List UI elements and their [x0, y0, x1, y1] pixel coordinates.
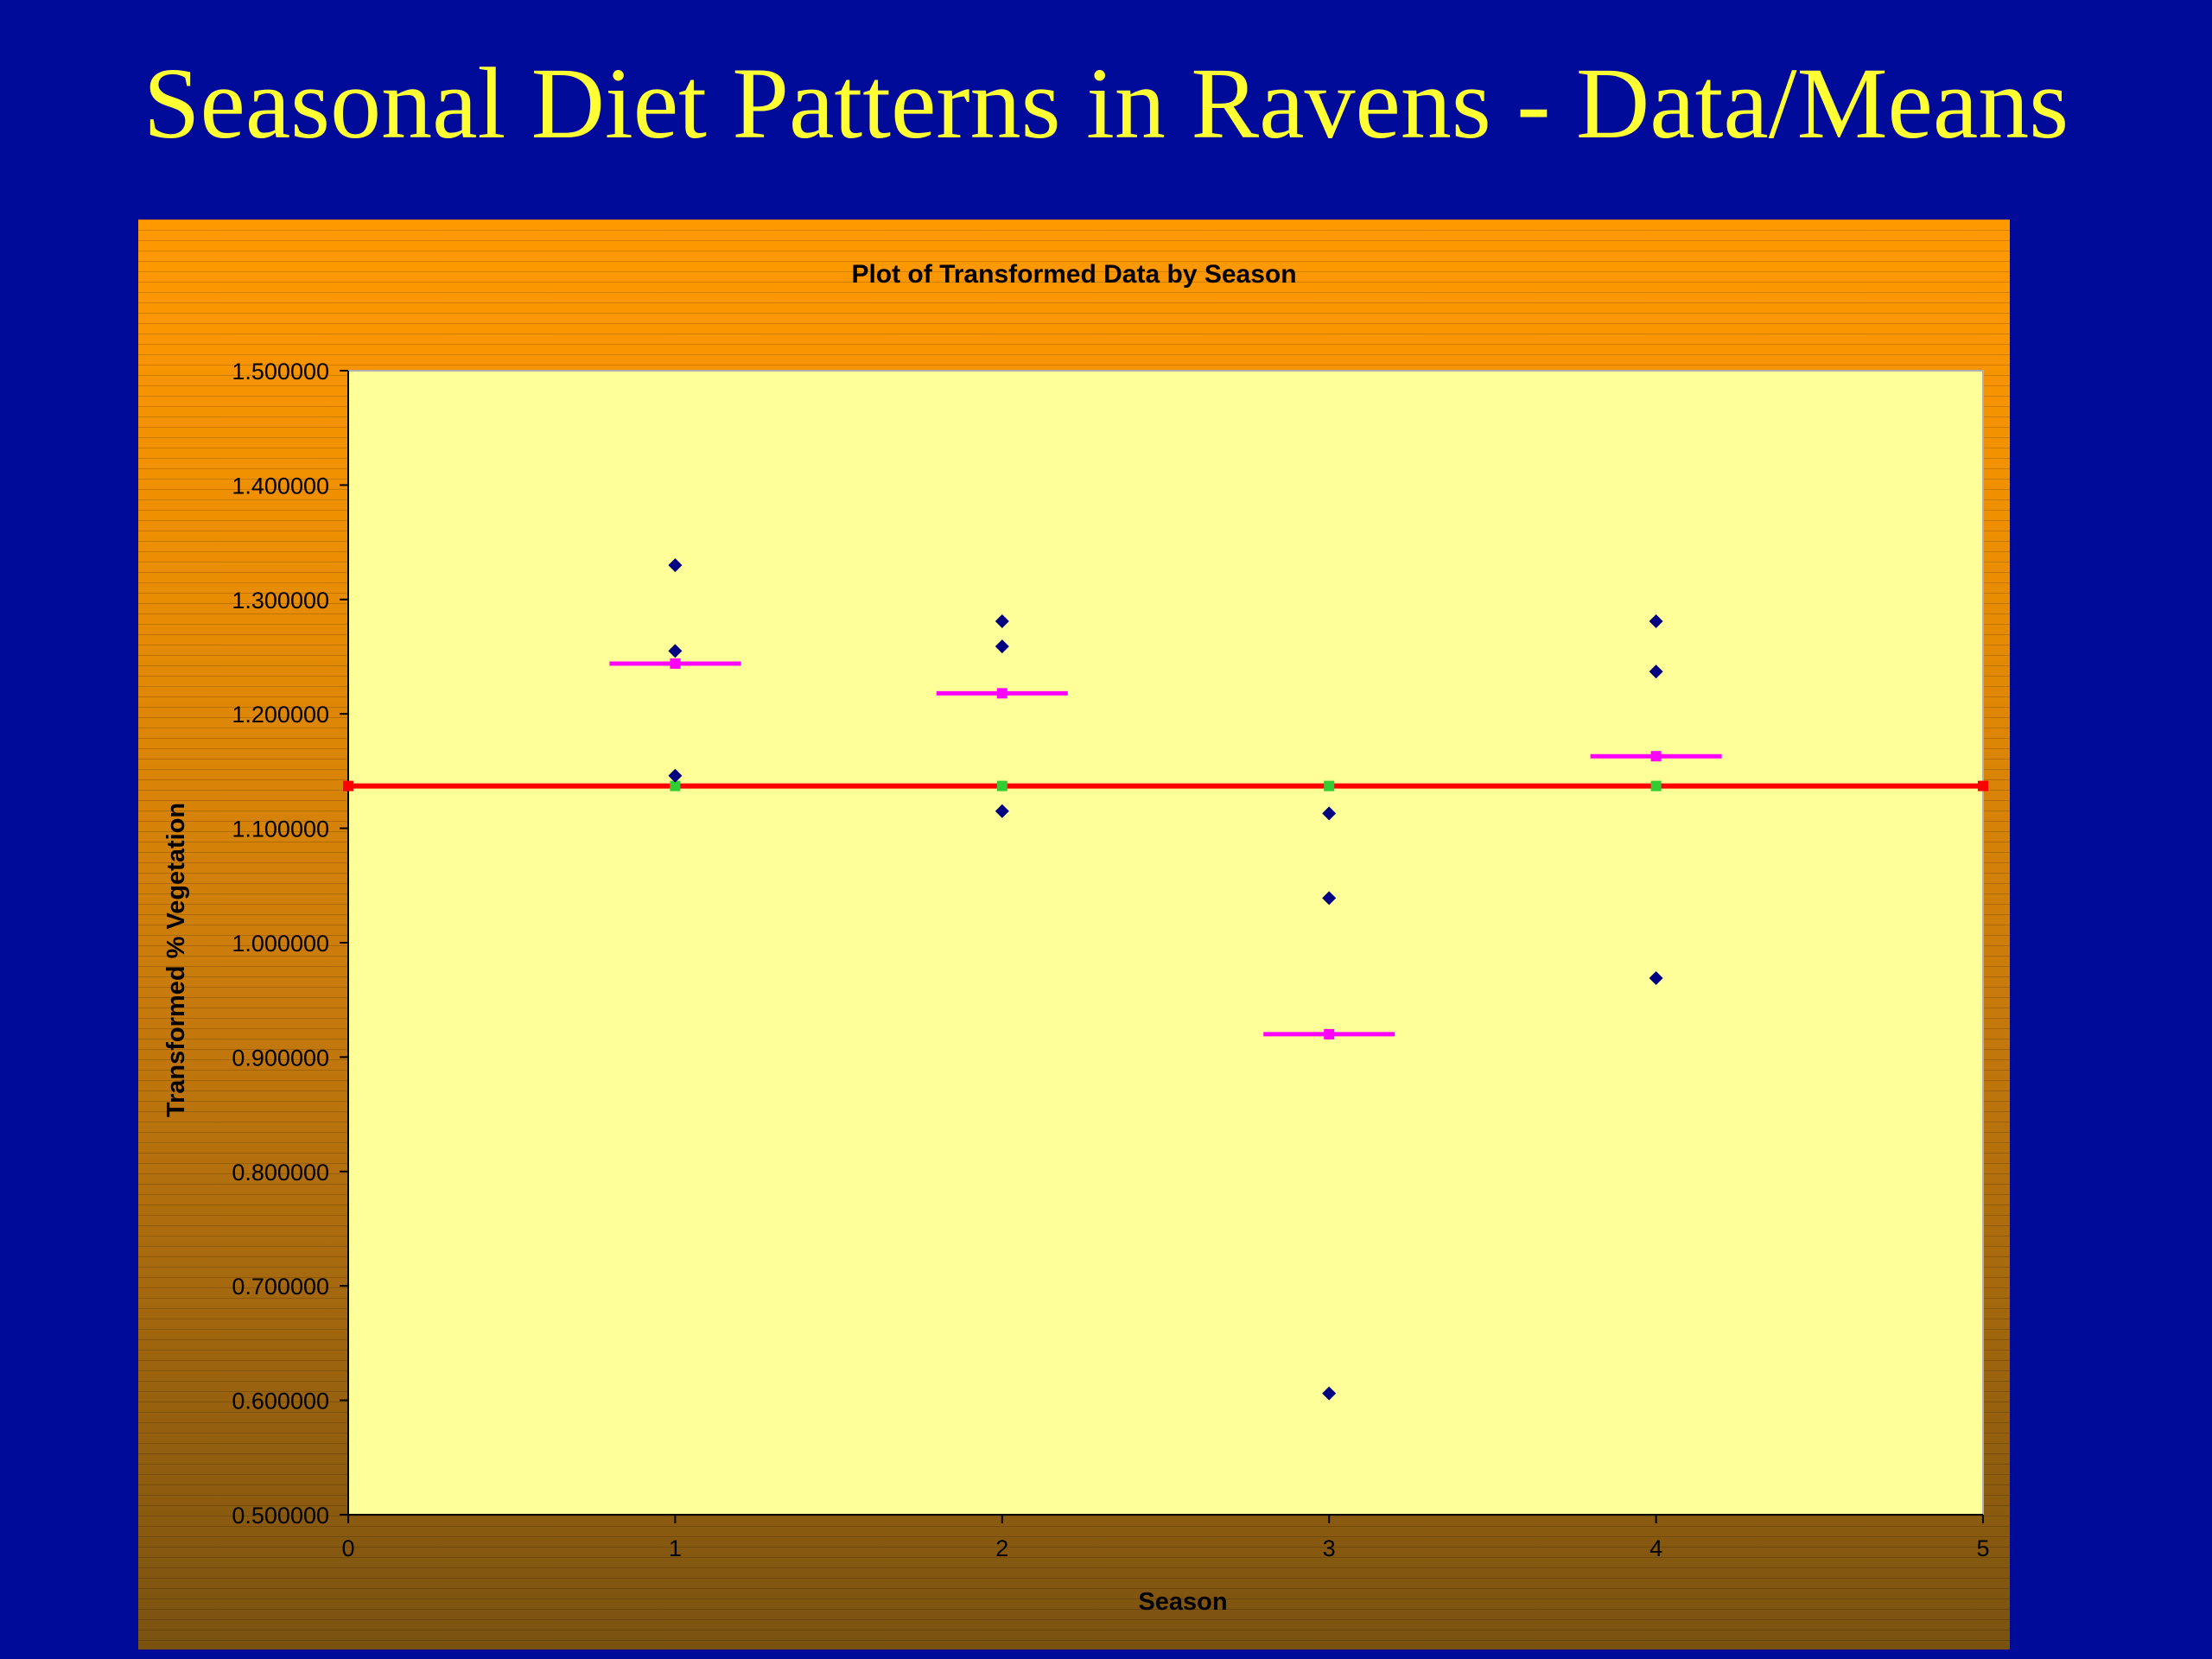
data-point — [668, 558, 683, 573]
x-tick-label: 5 — [1976, 1535, 1989, 1561]
data-point — [995, 639, 1009, 654]
season-mean-marker — [670, 658, 681, 669]
grand-mean-marker — [996, 780, 1007, 791]
data-point — [668, 644, 683, 658]
y-tick-label: 1.000000 — [232, 931, 329, 957]
y-tick-label: 0.600000 — [232, 1389, 329, 1414]
grand-mean-layer — [343, 780, 1988, 791]
y-tick-label: 1.400000 — [232, 473, 329, 499]
plot-area — [347, 370, 1984, 1516]
x-tick-label: 4 — [1649, 1535, 1662, 1561]
season-mean-marker — [1324, 1028, 1335, 1039]
grand-mean-endpoint — [343, 780, 353, 791]
y-tick-label: 1.200000 — [232, 702, 329, 728]
x-tick-label: 0 — [341, 1535, 354, 1561]
chart-title: Plot of Transformed Data by Season — [851, 260, 1296, 289]
y-tick-label: 1.500000 — [232, 359, 329, 385]
y-tick-label: 0.700000 — [232, 1274, 329, 1300]
chart-panel: Plot of Transformed Data by Season 0.500… — [138, 219, 2010, 1649]
grand-mean-endpoint — [1978, 780, 1988, 791]
x-tick-label: 2 — [995, 1535, 1008, 1561]
data-point — [995, 804, 1009, 818]
y-tick-label: 0.800000 — [232, 1160, 329, 1185]
grand-mean-marker — [1650, 780, 1662, 791]
y-tick-label: 1.100000 — [232, 817, 329, 842]
data-point — [995, 613, 1009, 628]
data-point — [1649, 664, 1663, 679]
x-axis: 0 1 2 3 4 5 — [341, 1514, 1990, 1561]
season-mean-marker — [996, 688, 1007, 699]
data-point — [1649, 613, 1663, 628]
x-tick-label: 1 — [669, 1535, 682, 1561]
y-tick-label: 0.500000 — [232, 1503, 329, 1529]
data-point — [1322, 1386, 1337, 1401]
x-axis-label: Season — [1138, 1588, 1227, 1616]
slide-title: Seasonal Diet Patterns in Ravens - Data/… — [143, 47, 2069, 160]
data-point — [1649, 971, 1663, 986]
data-point — [668, 768, 683, 783]
data-point — [1322, 806, 1337, 821]
data-point — [1322, 891, 1337, 906]
grand-mean-marker — [1324, 780, 1335, 791]
grand-mean-marker — [670, 780, 681, 791]
y-tick-label: 1.300000 — [232, 588, 329, 613]
x-tick-label: 3 — [1323, 1535, 1336, 1561]
data-point-layer — [668, 558, 1663, 1401]
season-mean-layer — [609, 658, 1722, 1039]
y-tick-label: 0.900000 — [232, 1045, 329, 1071]
chart-svg: Plot of Transformed Data by Season 0.500… — [162, 260, 1990, 1616]
y-axis: 0.500000 0.600000 0.700000 0.800000 0.900000… — [232, 359, 349, 1529]
y-axis-label: Transformed % Vegetation — [162, 803, 190, 1117]
season-mean-marker — [1650, 751, 1662, 762]
